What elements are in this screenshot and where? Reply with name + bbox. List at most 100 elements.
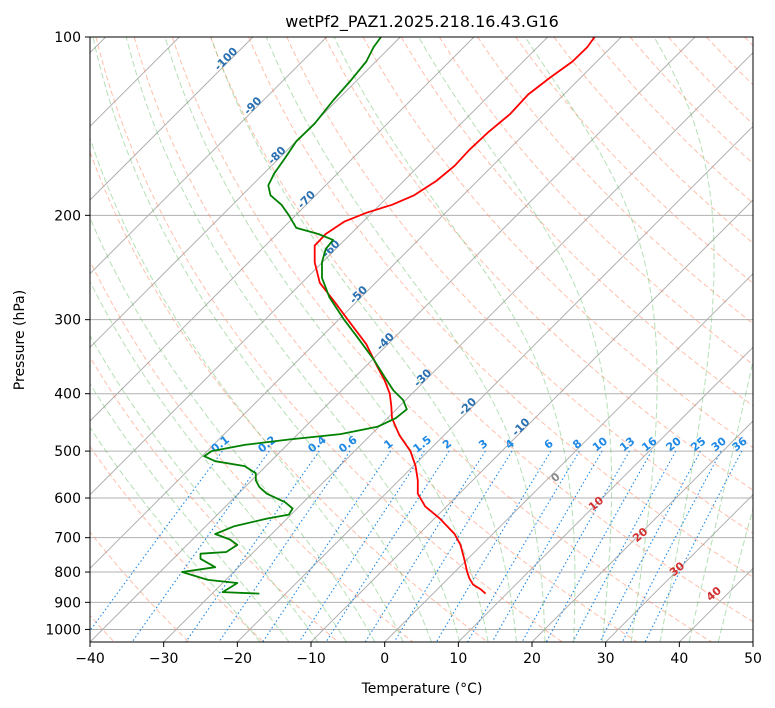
isotherm-gridline xyxy=(90,37,696,642)
y-axis-label: Pressure (hPa) xyxy=(12,290,28,390)
moist-adiabat xyxy=(333,37,576,642)
plot-frame xyxy=(89,36,754,643)
mixing-ratio-line xyxy=(393,450,513,642)
dry-adiabat xyxy=(706,37,753,86)
moist-adiabat xyxy=(90,216,376,642)
x-tick-label: 20 xyxy=(523,651,541,667)
temperature-profile-line xyxy=(313,37,596,595)
dry-adiabat xyxy=(286,37,753,534)
y-tick-label: 500 xyxy=(54,444,81,460)
dry-adiabat xyxy=(515,37,753,284)
isotherm-gridline xyxy=(90,37,401,349)
isotherm-gridline xyxy=(457,346,753,642)
isotherm-gridline xyxy=(90,37,549,496)
dry-adiabat xyxy=(400,37,753,407)
x-tick-label: −30 xyxy=(149,651,179,667)
isotherm-gridline xyxy=(752,641,753,642)
y-tick-label: 1000 xyxy=(45,622,81,638)
y-tick-label: 700 xyxy=(54,531,81,547)
dry-adiabat-label: -70 xyxy=(295,188,318,211)
isotherm-gridline xyxy=(531,420,753,642)
mixing-ratio-line xyxy=(621,450,722,642)
isotherm-gridline xyxy=(605,493,753,642)
x-tick-label: −40 xyxy=(75,651,105,667)
x-axis-label: Temperature (°C) xyxy=(361,681,483,697)
mixing-ratio-label: 0.1 xyxy=(209,433,232,455)
dry-adiabat-label: -30 xyxy=(411,366,434,389)
moist-adiabat xyxy=(125,37,461,642)
dry-adiabat-label: -10 xyxy=(509,415,532,438)
mixing-ratio-line xyxy=(262,450,392,642)
isotherm-gridline xyxy=(236,125,753,642)
isotherm-gridline xyxy=(90,37,622,570)
isotherm-gridline xyxy=(90,37,475,422)
mixing-ratio-line xyxy=(218,450,351,642)
mixing-ratio-line xyxy=(545,450,653,642)
dry-adiabat xyxy=(90,259,414,642)
dry-adiabat xyxy=(90,150,488,642)
dry-adiabat xyxy=(591,37,753,204)
moist-adiabat xyxy=(524,37,658,642)
dry-adiabat-label: -90 xyxy=(241,94,264,117)
dry-adiabat xyxy=(744,37,753,47)
mixing-ratio-line xyxy=(90,450,223,632)
moist-adiabat xyxy=(653,37,715,642)
moist-adiabat xyxy=(90,426,261,642)
y-tick-label: 900 xyxy=(54,595,81,611)
dewpoint-profile-line xyxy=(181,37,408,595)
dry-adiabat xyxy=(90,445,264,642)
dry-adiabat xyxy=(210,37,753,623)
y-tick-label: 600 xyxy=(54,491,81,507)
isotherm-gridline xyxy=(163,51,753,642)
mixing-ratio-label: 0.6 xyxy=(336,433,360,455)
moist-adiabat xyxy=(265,37,546,642)
dry-adiabat xyxy=(324,37,753,491)
dry-adiabat xyxy=(95,37,563,642)
mixing-ratio-label: 3 xyxy=(476,437,490,452)
dry-adiabat xyxy=(171,37,712,642)
dry-adiabat xyxy=(90,356,339,642)
mixing-ratio-line xyxy=(435,450,552,642)
mixing-ratio-line xyxy=(572,450,677,642)
x-tick-label: 40 xyxy=(670,651,688,667)
moist-adiabat xyxy=(90,382,290,642)
moist-adiabat xyxy=(90,334,319,642)
dry-adiabat xyxy=(438,37,753,366)
y-tick-label: 800 xyxy=(54,565,81,581)
mixing-ratio-line xyxy=(521,450,630,642)
mixing-ratio-label: 4 xyxy=(503,437,517,452)
mixing-ratio-label: 1.5 xyxy=(411,433,434,455)
chart-title: wetPf2_PAZ1.2025.218.16.43.G16 xyxy=(285,12,559,32)
dry-adiabat-label: -40 xyxy=(374,330,397,353)
mixing-ratio-line xyxy=(644,450,743,642)
x-tick-label: 50 xyxy=(744,651,762,667)
dry-adiabat-label: -100 xyxy=(212,44,241,73)
dry-adiabat xyxy=(133,37,638,642)
mixing-ratio-line xyxy=(491,450,603,642)
isotherm-gridline xyxy=(90,37,328,275)
isotherm-gridline xyxy=(90,37,254,201)
dry-adiabat-label: -80 xyxy=(265,144,288,167)
dry-adiabat xyxy=(668,37,753,125)
moist-adiabat xyxy=(210,37,517,642)
dry-adiabat xyxy=(90,531,190,642)
x-tick-label: 10 xyxy=(449,651,467,667)
mixing-ratio-label: 2 xyxy=(440,437,454,452)
moist-adiabat xyxy=(90,136,404,642)
y-tick-label: 400 xyxy=(54,387,81,403)
mixing-ratio-line xyxy=(131,450,270,642)
mixing-ratio-line xyxy=(185,450,320,642)
dry-adiabat-label: -50 xyxy=(347,283,370,306)
moist-adiabat xyxy=(90,280,347,642)
mixing-ratio-label: 6 xyxy=(542,437,556,452)
isotherm-gridline xyxy=(678,567,753,642)
moist-adiabat xyxy=(717,506,753,642)
y-tick-label: 300 xyxy=(54,313,81,329)
x-tick-label: 30 xyxy=(597,651,615,667)
moist-adiabat xyxy=(92,37,432,642)
x-tick-label: −10 xyxy=(296,651,326,667)
dry-adiabat xyxy=(477,37,753,325)
y-tick-label: 100 xyxy=(54,30,81,46)
y-tick-label: 200 xyxy=(54,208,81,224)
dry-adiabat xyxy=(248,37,753,578)
